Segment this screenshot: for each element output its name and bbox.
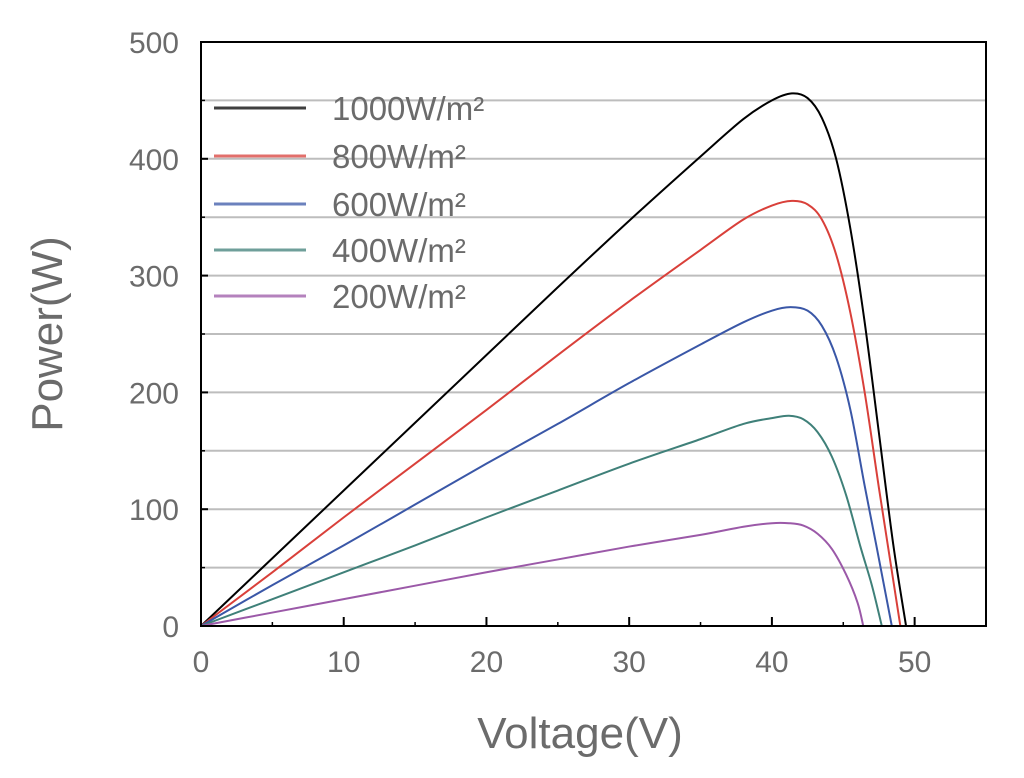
gridlines xyxy=(201,99,986,569)
legend-label: 200W/m² xyxy=(332,278,466,315)
x-tick-label: 0 xyxy=(193,646,210,679)
x-tick-label: 20 xyxy=(470,646,503,679)
y-tick-label: 0 xyxy=(162,611,179,644)
series-line-600 xyxy=(200,306,893,627)
y-tick-label: 300 xyxy=(129,261,179,294)
y-ticks: 0 100 200 300 400 500 xyxy=(129,27,208,644)
legend: 1000W/m² 800W/m² 600W/m² 400W/m² 200W/m² xyxy=(214,90,484,315)
series-line-400 xyxy=(200,414,883,627)
y-axis-title: Power(W) xyxy=(23,236,72,432)
legend-label: 1000W/m² xyxy=(332,90,484,127)
series-lines xyxy=(200,92,908,627)
x-tick-label: 10 xyxy=(327,646,360,679)
legend-label: 600W/m² xyxy=(332,186,466,223)
legend-label: 800W/m² xyxy=(332,138,466,175)
y-tick-label: 200 xyxy=(129,377,179,410)
x-tick-label: 40 xyxy=(755,646,788,679)
series-line-1000 xyxy=(200,92,908,627)
legend-label: 400W/m² xyxy=(332,232,466,269)
series-line-800 xyxy=(200,199,902,627)
series-line-200 xyxy=(200,521,865,627)
x-axis-title: Voltage(V) xyxy=(477,709,682,758)
y-tick-label: 100 xyxy=(129,494,179,527)
x-tick-label: 30 xyxy=(612,646,645,679)
y-tick-label: 500 xyxy=(129,27,179,60)
x-ticks: 0 10 20 30 40 50 xyxy=(193,617,931,679)
y-tick-label: 400 xyxy=(129,144,179,177)
x-tick-label: 50 xyxy=(898,646,931,679)
